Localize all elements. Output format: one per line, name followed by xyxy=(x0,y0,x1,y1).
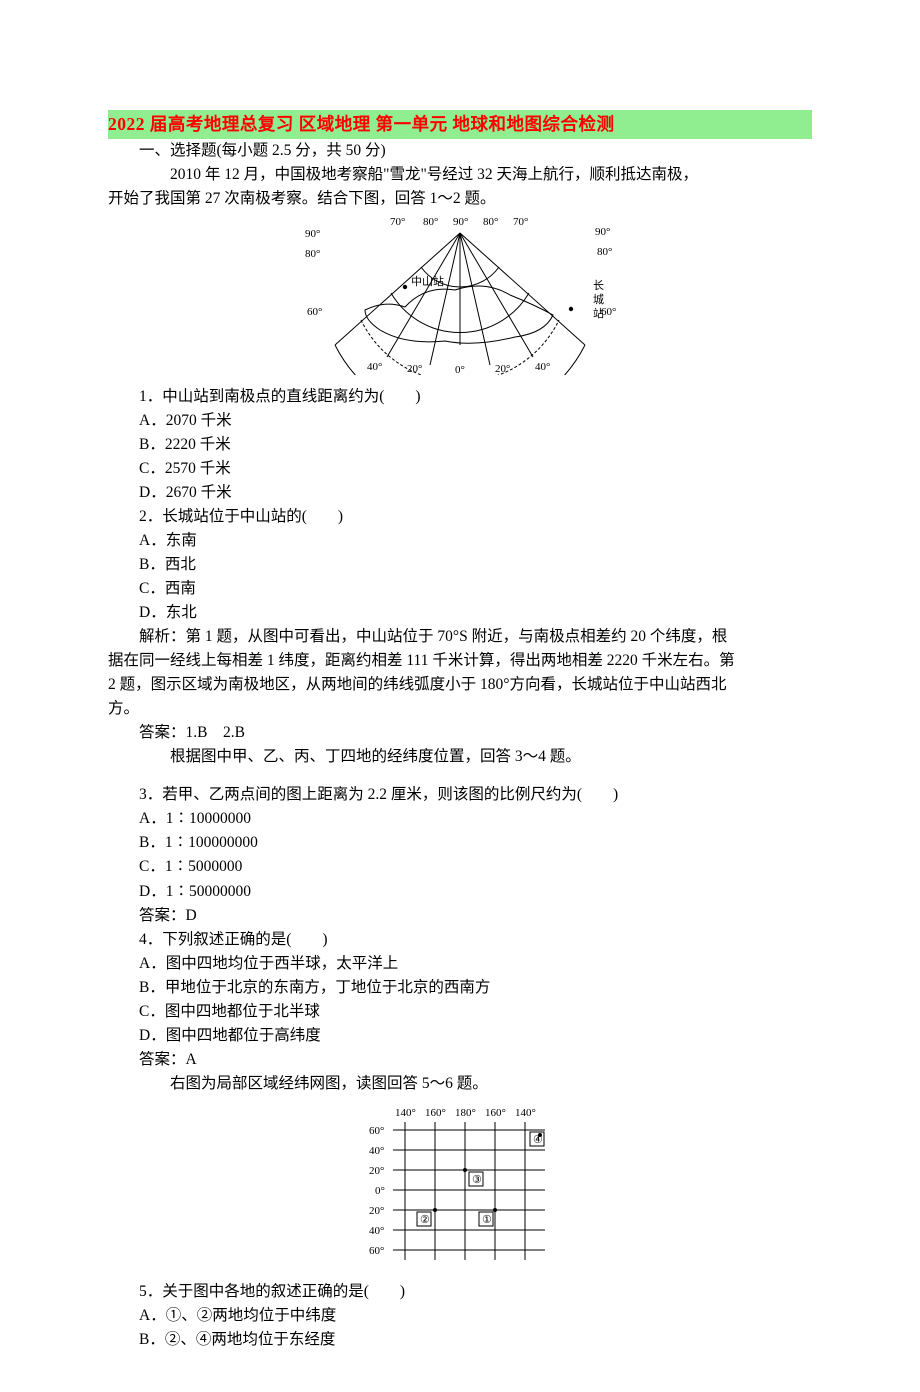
svg-text:0°: 0° xyxy=(455,364,465,375)
q3-option-b: B．1∶100000000 xyxy=(108,831,812,855)
answer-q4: 答案：A xyxy=(108,1048,812,1072)
q3-option-c: C．1∶5000000 xyxy=(108,855,812,879)
svg-text:60°: 60° xyxy=(307,306,322,318)
answer-q3: 答案：D xyxy=(108,904,812,928)
q2-option-a: A．东南 xyxy=(108,529,812,553)
q3-option-d: D．1∶50000000 xyxy=(108,880,812,904)
svg-text:城: 城 xyxy=(593,293,604,306)
q4-option-b: B．甲地位于北京的东南方，丁地位于北京的西南方 xyxy=(108,976,812,1000)
svg-text:80°: 80° xyxy=(305,248,320,260)
intro-q12-line2: 开始了我国第 27 次南极考察。结合下图，回答 1～2 题。 xyxy=(108,187,812,211)
svg-text:20°: 20° xyxy=(407,363,422,375)
explanation-q12-l1: 解析：第 1 题，从图中可看出，中山站位于 70°S 附近，与南极点相差约 20… xyxy=(108,625,812,649)
svg-text:90°: 90° xyxy=(305,228,320,240)
svg-text:①: ① xyxy=(482,1214,492,1226)
svg-text:0°: 0° xyxy=(375,1185,385,1197)
q2-stem: 2．长城站位于中山站的( ) xyxy=(108,505,812,529)
svg-text:70°: 70° xyxy=(513,216,528,228)
svg-text:90°: 90° xyxy=(453,216,468,228)
svg-text:160°: 160° xyxy=(485,1107,506,1119)
svg-text:80°: 80° xyxy=(597,246,612,258)
spacer xyxy=(108,769,812,783)
q2-option-b: B．西北 xyxy=(108,553,812,577)
svg-text:40°: 40° xyxy=(369,1225,384,1237)
svg-text:40°: 40° xyxy=(369,1145,384,1157)
explanation-q12-l2: 据在同一经线上每相差 1 纬度，距离约相差 111 千米计算，得出两地相差 22… xyxy=(108,649,812,673)
svg-text:60°: 60° xyxy=(369,1245,384,1257)
svg-text:20°: 20° xyxy=(369,1165,384,1177)
q2-option-d: D．东北 xyxy=(108,601,812,625)
q4-option-a: A．图中四地均位于西半球，太平洋上 xyxy=(108,952,812,976)
svg-text:180°: 180° xyxy=(455,1107,476,1119)
svg-text:80°: 80° xyxy=(483,216,498,228)
svg-text:160°: 160° xyxy=(425,1107,446,1119)
svg-text:20°: 20° xyxy=(369,1205,384,1217)
q2-option-c: C．西南 xyxy=(108,577,812,601)
svg-text:站: 站 xyxy=(593,306,604,320)
intro-q12-line1: 2010 年 12 月，中国极地考察船"雪龙"号经过 32 天海上航行，顺利抵达… xyxy=(108,163,812,187)
q5-stem: 5．关于图中各地的叙述正确的是( ) xyxy=(108,1280,812,1304)
svg-text:③: ③ xyxy=(472,1174,482,1186)
explanation-q12-l4: 方。 xyxy=(108,697,812,721)
svg-text:②: ② xyxy=(420,1214,430,1226)
svg-text:40°: 40° xyxy=(367,361,382,373)
q5-option-b: B．②、④两地均位于东经度 xyxy=(108,1328,812,1352)
figure-latlong-grid: ④ ③ ② ① 140° 160° 180° 160° 140° 60° 40°… xyxy=(108,1100,812,1278)
q4-stem: 4．下列叙述正确的是( ) xyxy=(108,928,812,952)
q4-option-c: C．图中四地都位于北半球 xyxy=(108,1000,812,1024)
figure-antarctic: 70° 80° 90° 80° 70° 90° 80° 90° 80° 60° … xyxy=(108,215,812,383)
svg-text:长: 长 xyxy=(593,279,604,292)
svg-text:60°: 60° xyxy=(369,1125,384,1137)
q1-option-c: C．2570 千米 xyxy=(108,457,812,481)
svg-text:140°: 140° xyxy=(515,1107,536,1119)
svg-text:70°: 70° xyxy=(390,216,405,228)
q4-option-d: D．图中四地都位于高纬度 xyxy=(108,1024,812,1048)
svg-text:140°: 140° xyxy=(395,1107,416,1119)
q3-option-a: A．1∶10000000 xyxy=(108,807,812,831)
q1-stem: 1．中山站到南极点的直线距离约为( ) xyxy=(108,385,812,409)
page-title: 2022 届高考地理总复习 区域地理 第一单元 地球和地图综合检测 xyxy=(108,110,812,139)
svg-text:40°: 40° xyxy=(535,361,550,373)
svg-text:80°: 80° xyxy=(423,216,438,228)
intro-q34: 根据图中甲、乙、丙、丁四地的经纬度位置，回答 3～4 题。 xyxy=(108,745,812,769)
svg-text:20°: 20° xyxy=(495,363,510,375)
q1-option-a: A．2070 千米 xyxy=(108,409,812,433)
svg-text:中山站: 中山站 xyxy=(411,274,444,288)
section-heading: 一、选择题(每小题 2.5 分，共 50 分) xyxy=(108,139,812,163)
explanation-q12-l3: 2 题，图示区域为南极地区，从两地间的纬线弧度小于 180°方向看，长城站位于中… xyxy=(108,673,812,697)
svg-text:④: ④ xyxy=(533,1134,543,1146)
q1-option-b: B．2220 千米 xyxy=(108,433,812,457)
q3-stem: 3．若甲、乙两点间的图上距离为 2.2 厘米，则该图的比例尺约为( ) xyxy=(108,783,812,807)
q1-option-d: D．2670 千米 xyxy=(108,481,812,505)
svg-text:90°: 90° xyxy=(595,226,610,238)
answer-q12: 答案：1.B 2.B xyxy=(108,721,812,745)
intro-q56: 右图为局部区域经纬网图，读图回答 5～6 题。 xyxy=(108,1072,812,1096)
q5-option-a: A．①、②两地均位于中纬度 xyxy=(108,1304,812,1328)
